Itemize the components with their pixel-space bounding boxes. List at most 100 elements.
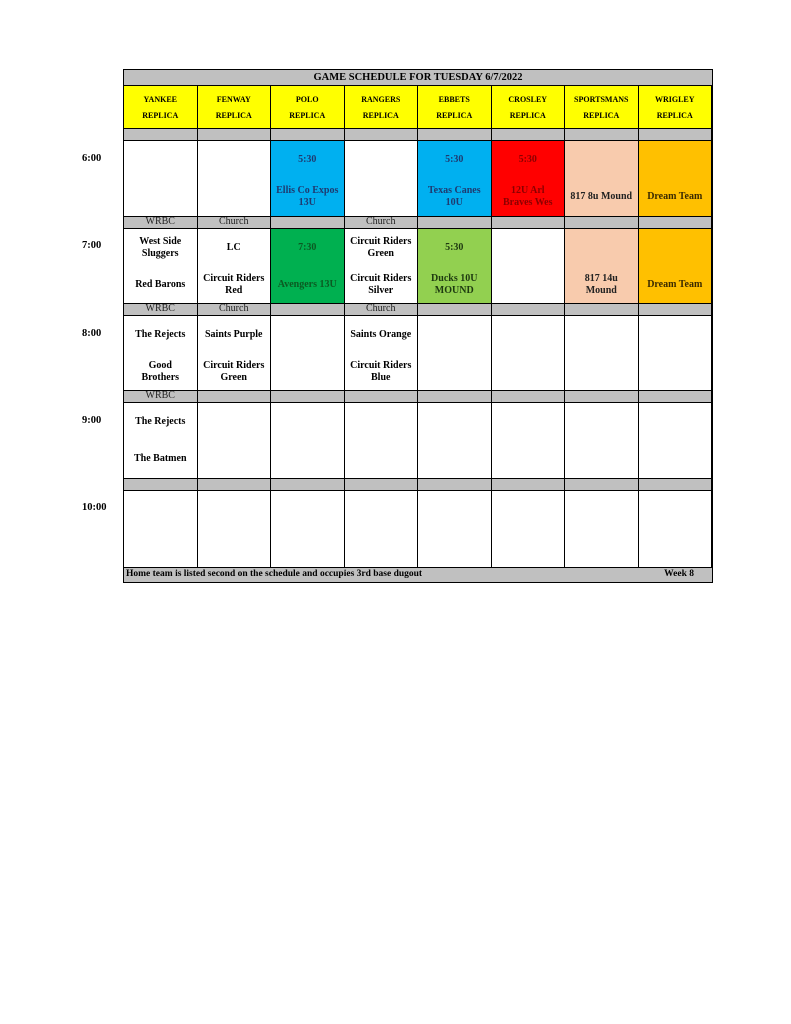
game-time-or-away-team: Saints Purple [204,328,263,340]
game-time-or-away-team [565,229,638,266]
game-time-or-away-team [565,403,638,441]
slot-label [565,129,639,141]
field-header: POLO REPLICA [271,86,345,129]
game-home-team [492,266,565,303]
game-time-or-away-team [198,403,271,441]
game-home-team [565,441,638,479]
slot-label [491,479,565,491]
time-label: 9:00 [82,415,102,426]
game-cell [197,491,271,568]
game-time-or-away-team: 5:30 [445,153,464,165]
slot-label [271,217,345,229]
time-label: 10:00 [82,502,107,513]
game-cell: Dream Team [638,141,712,217]
game-time-or-away-team [124,141,197,179]
game-time-or-away-team: Saints Orange [350,328,412,340]
slot-label [418,391,492,403]
footer: Home team is listed second on the schedu… [124,568,712,582]
game-cell: 7:30 Avengers 13U [271,229,345,304]
game-cell [565,403,639,479]
game-cell: Saints Orange Circuit Riders Blue [344,316,418,391]
slot-label [344,479,418,491]
field-name: RANGERS [361,94,401,104]
game-time-or-away-team [639,141,712,179]
game-home-team [198,529,271,567]
game-cell [271,491,345,568]
game-home-team [198,179,271,217]
game-home-team: 817 14u Mound [584,272,618,296]
game-time-or-away-team: The Rejects [135,415,186,427]
game-time-or-away-team: 7:30 [298,241,317,253]
slot-label [124,129,198,141]
game-cell: Dream Team [638,229,712,304]
game-home-team: 12U Arl Braves Wes [502,185,553,209]
game-time-or-away-team [418,491,491,529]
game-cell [418,316,492,391]
slot-label: Church [197,304,271,316]
game-home-team: Circuit Riders Silver [350,272,412,296]
slot-label [565,304,639,316]
field-subtitle: REPLICA [656,110,693,120]
game-cell: 5:30 Ducks 10U MOUND [418,229,492,304]
field-name: POLO [295,94,319,104]
game-cell [418,491,492,568]
game-home-team [345,529,418,567]
field-subtitle: REPLICA [289,110,326,120]
slot-label: WRBC [124,391,198,403]
game-cell [638,403,712,479]
game-cell [271,403,345,479]
game-home-team [639,441,712,479]
slot-label [418,129,492,141]
game-home-team [418,529,491,567]
game-cell: LC Circuit Riders Red [197,229,271,304]
game-time-or-away-team [565,141,638,179]
schedule-table: GAME SCHEDULE FOR TUESDAY 6/7/2022 YANKE… [123,69,713,583]
game-home-team [565,529,638,567]
field-subtitle: REPLICA [142,110,179,120]
game-home-team [124,179,197,217]
field-header: RANGERS REPLICA [344,86,418,129]
game-home-team [271,441,344,479]
game-cell: 5:30 Texas Canes 10U [418,141,492,217]
time-label: 7:00 [82,240,102,251]
time-label: 8:00 [82,328,102,339]
game-home-team: Avengers 13U [277,278,337,290]
game-cell [124,141,198,217]
slot-label: Church [197,217,271,229]
game-cell [491,403,565,479]
game-time-or-away-team [639,316,712,353]
game-cell: The Rejects The Batmen [124,403,198,479]
game-time-or-away-team: The Rejects [135,328,186,340]
slot-label [565,479,639,491]
slot-label [565,217,639,229]
game-cell [344,403,418,479]
game-home-team [492,529,565,567]
field-header: SPORTSMANS REPLICA [565,86,639,129]
field-header: WRIGLEY REPLICA [638,86,712,129]
slot-label [638,304,712,316]
game-home-team [492,441,565,479]
game-cell [418,403,492,479]
field-name: EBBETS [438,94,470,104]
field-name: CROSLEY [508,94,548,104]
game-home-team [418,441,491,479]
field-header: FENWAY REPLICA [197,86,271,129]
slot-label [491,304,565,316]
game-cell [271,316,345,391]
game-home-team: Texas Canes 10U [427,185,481,209]
game-home-team [271,353,344,390]
slot-label: Church [344,217,418,229]
game-home-team: Ducks 10U MOUND [431,272,478,296]
slot-label [491,217,565,229]
slot-label [638,217,712,229]
slot-label [491,129,565,141]
field-subtitle: REPLICA [436,110,473,120]
game-time-or-away-team [565,316,638,353]
game-time-or-away-team [639,229,712,266]
game-time-or-away-team: 5:30 [298,153,317,165]
game-time-or-away-team [345,403,418,441]
game-time-or-away-team: West Side Sluggers [139,235,182,259]
game-cell [491,316,565,391]
game-time-or-away-team: 5:30 [518,153,537,165]
game-time-or-away-team [418,316,491,353]
